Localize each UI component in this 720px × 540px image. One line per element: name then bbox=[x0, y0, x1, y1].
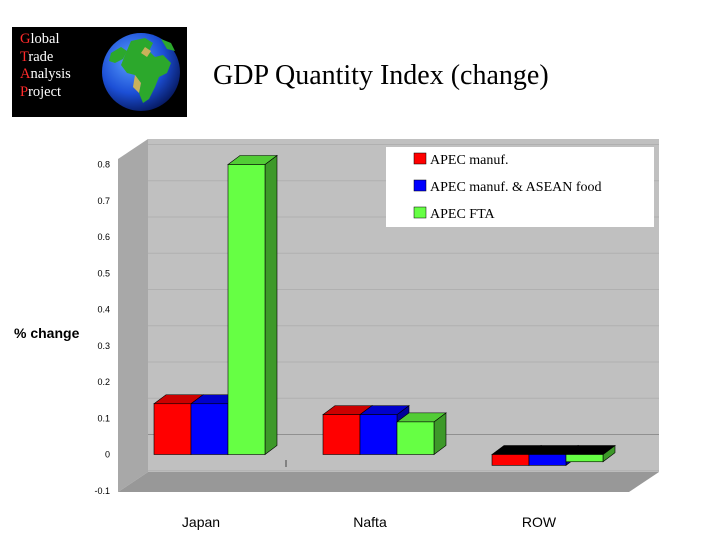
bar-front bbox=[322, 414, 361, 455]
chart-side-wall bbox=[118, 139, 148, 492]
y-tick-label: 0.6 bbox=[97, 232, 110, 242]
bar-front bbox=[190, 403, 229, 455]
chart-floor bbox=[118, 472, 659, 492]
globe-icon bbox=[102, 33, 180, 111]
legend-box bbox=[386, 147, 654, 227]
y-tick-label: 0.8 bbox=[97, 160, 110, 170]
bars bbox=[153, 154, 616, 466]
y-tick-label: 0.4 bbox=[97, 305, 110, 315]
gtap-logo: Global Trade Analysis Project bbox=[12, 27, 187, 117]
logo-line-analysis: Analysis bbox=[20, 66, 71, 82]
bar-front bbox=[359, 414, 398, 455]
logo-line-global: Global bbox=[20, 31, 60, 47]
bar bbox=[565, 444, 616, 463]
y-axis-label: % change bbox=[14, 325, 80, 341]
y-axis-ticks: -0.1 0 0.1 0.2 0.3 0.4 0.5 0.6 0.7 0.8 bbox=[94, 160, 110, 496]
y-tick-label: 0.5 bbox=[97, 268, 110, 278]
bar-front bbox=[153, 403, 192, 455]
legend: APEC manuf. APEC manuf. & ASEAN food APE… bbox=[386, 147, 654, 227]
x-category-label: Nafta bbox=[353, 514, 387, 530]
bar bbox=[396, 412, 447, 456]
bar-side bbox=[264, 154, 278, 456]
bar-front bbox=[396, 421, 435, 455]
legend-swatch-1 bbox=[413, 152, 427, 165]
slide-title: GDP Quantity Index (change) bbox=[213, 60, 549, 91]
logo-line-trade: Trade bbox=[20, 48, 54, 65]
bar bbox=[227, 154, 278, 456]
x-category-label: ROW bbox=[522, 514, 557, 530]
y-tick-label: 0 bbox=[105, 450, 110, 460]
legend-entry-2: APEC manuf. & ASEAN food bbox=[430, 180, 602, 195]
x-category-label: Japan bbox=[182, 514, 220, 530]
bar-front bbox=[227, 164, 266, 455]
legend-entry-1: APEC manuf. bbox=[430, 153, 509, 168]
legend-swatch-3 bbox=[413, 206, 427, 219]
y-tick-label: 0.2 bbox=[97, 377, 110, 387]
category-labels: Japan Nafta ROW bbox=[182, 514, 557, 530]
legend-entry-3: APEC FTA bbox=[430, 207, 496, 222]
bar-front bbox=[491, 454, 530, 466]
logo-text: Global Trade Analysis Project bbox=[20, 31, 71, 101]
y-tick-label: 0.3 bbox=[97, 341, 110, 351]
bar-front bbox=[528, 454, 567, 466]
y-tick-label: -0.1 bbox=[94, 486, 110, 496]
bar-front bbox=[565, 454, 604, 463]
y-tick-label: 0.7 bbox=[97, 196, 110, 206]
y-tick-label: 0.1 bbox=[97, 413, 110, 423]
legend-swatch-2 bbox=[413, 179, 427, 192]
logo-line-project: Project bbox=[20, 83, 62, 100]
